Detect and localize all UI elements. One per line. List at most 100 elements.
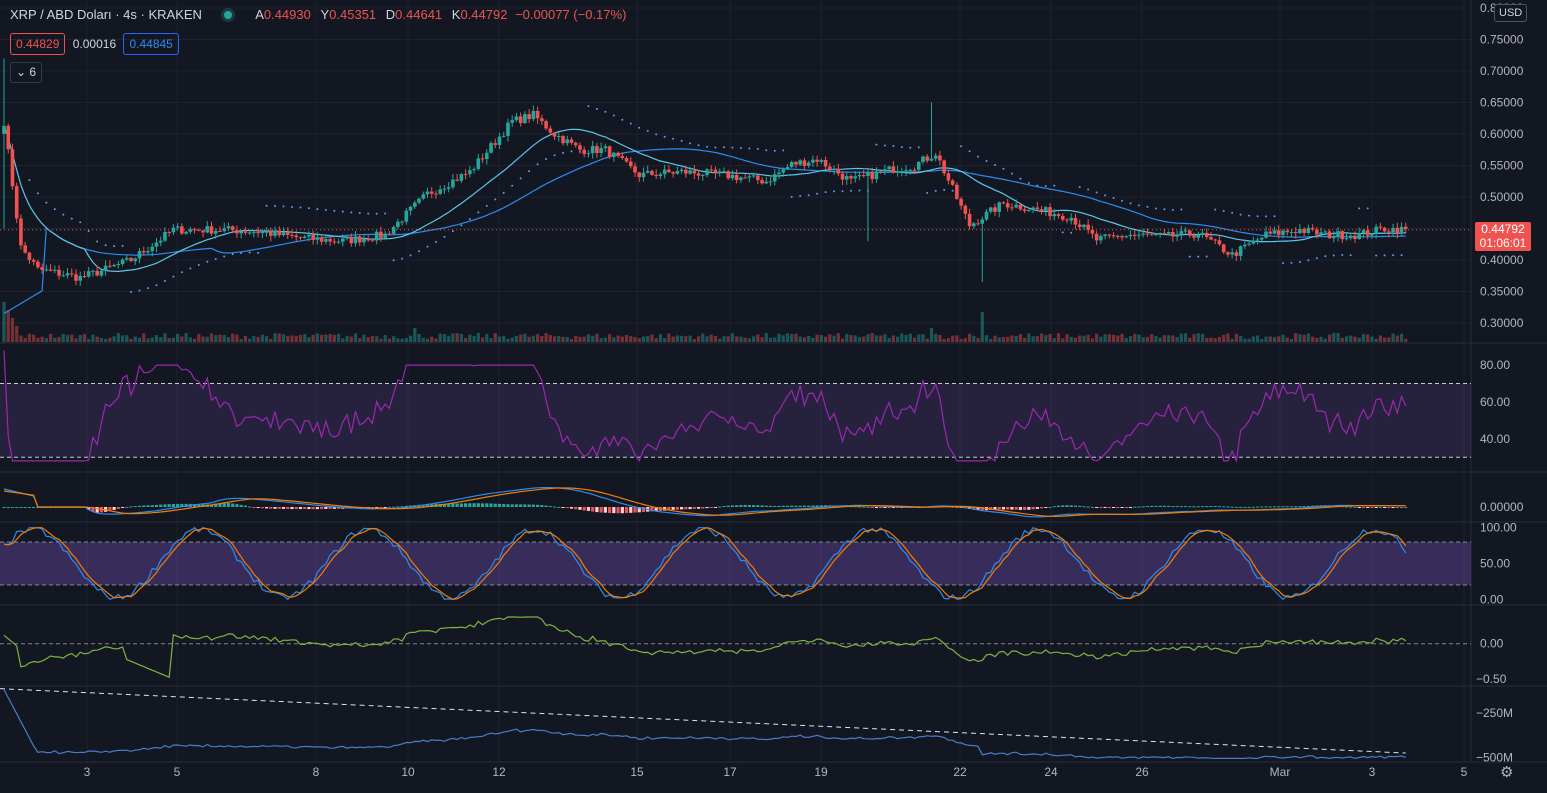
candle-body <box>1094 233 1099 241</box>
candle-body <box>332 241 337 243</box>
volume-bar <box>705 336 709 342</box>
sar-dot <box>951 189 954 192</box>
sar-dot <box>1019 177 1022 180</box>
volume-bar <box>608 334 612 342</box>
volume-bar <box>192 338 197 342</box>
candle-body <box>1264 231 1268 238</box>
macd-histogram-bar <box>574 507 578 510</box>
sar-dot <box>875 143 878 146</box>
candle-body <box>455 179 459 181</box>
volume-bar <box>879 335 883 342</box>
candle-body <box>1221 244 1226 253</box>
candle-body <box>1031 207 1035 211</box>
indicators-toggle-button[interactable]: ⌄ 6 <box>10 62 42 83</box>
macd-histogram-bar <box>1200 506 1205 508</box>
macd-histogram-bar <box>862 506 866 508</box>
volume-bar <box>1230 338 1234 342</box>
volume-bar <box>315 333 319 342</box>
ohlc-change-value: −0.00077 (−0.17%) <box>515 7 627 22</box>
macd-histogram-bar <box>1035 507 1039 509</box>
macd-histogram-bar <box>387 506 391 508</box>
sell-price-button[interactable]: 0.44829 <box>10 33 66 55</box>
candle-body <box>518 116 523 124</box>
volume-bar <box>1289 338 1294 342</box>
volume-bar <box>900 333 904 342</box>
volume-bar <box>1213 338 1217 342</box>
volume-bar <box>853 335 857 342</box>
volume-bar <box>65 334 70 342</box>
candle-body <box>120 259 125 265</box>
candle-body <box>1014 204 1018 208</box>
sar-dot <box>257 251 260 254</box>
volume-bar <box>569 338 574 342</box>
sar-dot <box>384 212 387 215</box>
volume-bar <box>667 333 671 342</box>
sar-dot <box>316 208 319 211</box>
macd-histogram-bar <box>303 507 307 510</box>
candle-body <box>764 181 769 184</box>
volume-bar <box>159 337 163 342</box>
volume-bar <box>912 337 917 342</box>
macd-histogram-bar <box>226 503 231 507</box>
macd-histogram-bar <box>497 503 502 507</box>
volume-bar <box>756 334 760 342</box>
macd-histogram-bar <box>883 507 887 508</box>
macd-histogram-bar <box>1255 506 1260 508</box>
candle-body <box>1103 234 1107 237</box>
volume-bar <box>1247 338 1251 342</box>
date-tick-label: Mar <box>1270 765 1291 779</box>
macd-histogram-bar <box>1150 505 1154 507</box>
candle-body <box>599 148 603 154</box>
rsi-line <box>3 350 1407 464</box>
candle-body <box>980 219 985 224</box>
volume-bar <box>1383 337 1387 342</box>
volume-bar <box>845 333 849 342</box>
candle-body <box>404 210 409 222</box>
volume-bar <box>747 338 751 342</box>
candle-body <box>311 234 315 240</box>
volume-bar <box>819 335 823 342</box>
candle-body <box>578 145 582 150</box>
volume-bar <box>120 335 125 342</box>
sar-dot <box>206 260 209 263</box>
sar-dot <box>333 209 336 212</box>
currency-button[interactable]: USD <box>1494 4 1528 22</box>
volume-bar <box>451 333 455 342</box>
symbol-title[interactable]: XRP / ABD Doları · 4s · KRAKEN <box>10 7 202 22</box>
candle-body <box>82 276 87 278</box>
sar-dot <box>833 190 836 193</box>
candle-body <box>180 226 184 234</box>
volume-bar <box>1344 336 1349 342</box>
candle-body <box>1204 232 1209 238</box>
macd-histogram-bar <box>1357 507 1361 508</box>
volume-bar <box>290 335 294 342</box>
volume-bar <box>1226 333 1230 342</box>
candle-body <box>290 234 294 236</box>
macd-histogram-bar <box>1234 506 1238 508</box>
sar-dot <box>553 154 556 157</box>
sar-dot <box>1044 185 1047 188</box>
sar-dot <box>485 204 488 207</box>
macd-histogram-bar <box>1251 506 1255 508</box>
sar-dot <box>663 135 666 138</box>
sar-dot <box>28 179 31 182</box>
stoch-d-line <box>3 527 1407 600</box>
candle-body <box>967 213 972 227</box>
volume-bar <box>578 336 582 342</box>
buy-price-button[interactable]: 0.44845 <box>123 33 179 55</box>
candle-body <box>1162 233 1167 235</box>
gear-icon[interactable]: ⚙ <box>1500 764 1514 781</box>
candle-body <box>1010 207 1014 209</box>
volume-bar <box>142 333 146 342</box>
macd-histogram-bar <box>955 507 959 508</box>
macd-signal-line <box>3 487 1406 518</box>
candle-body <box>277 230 282 236</box>
candle-body <box>408 206 413 211</box>
macd-histogram-bar <box>688 507 692 510</box>
macd-histogram-bar <box>1344 506 1349 508</box>
volume-bar <box>976 338 980 342</box>
candle-body <box>1056 214 1061 216</box>
candle-body <box>844 176 849 180</box>
volume-bar <box>603 337 607 342</box>
